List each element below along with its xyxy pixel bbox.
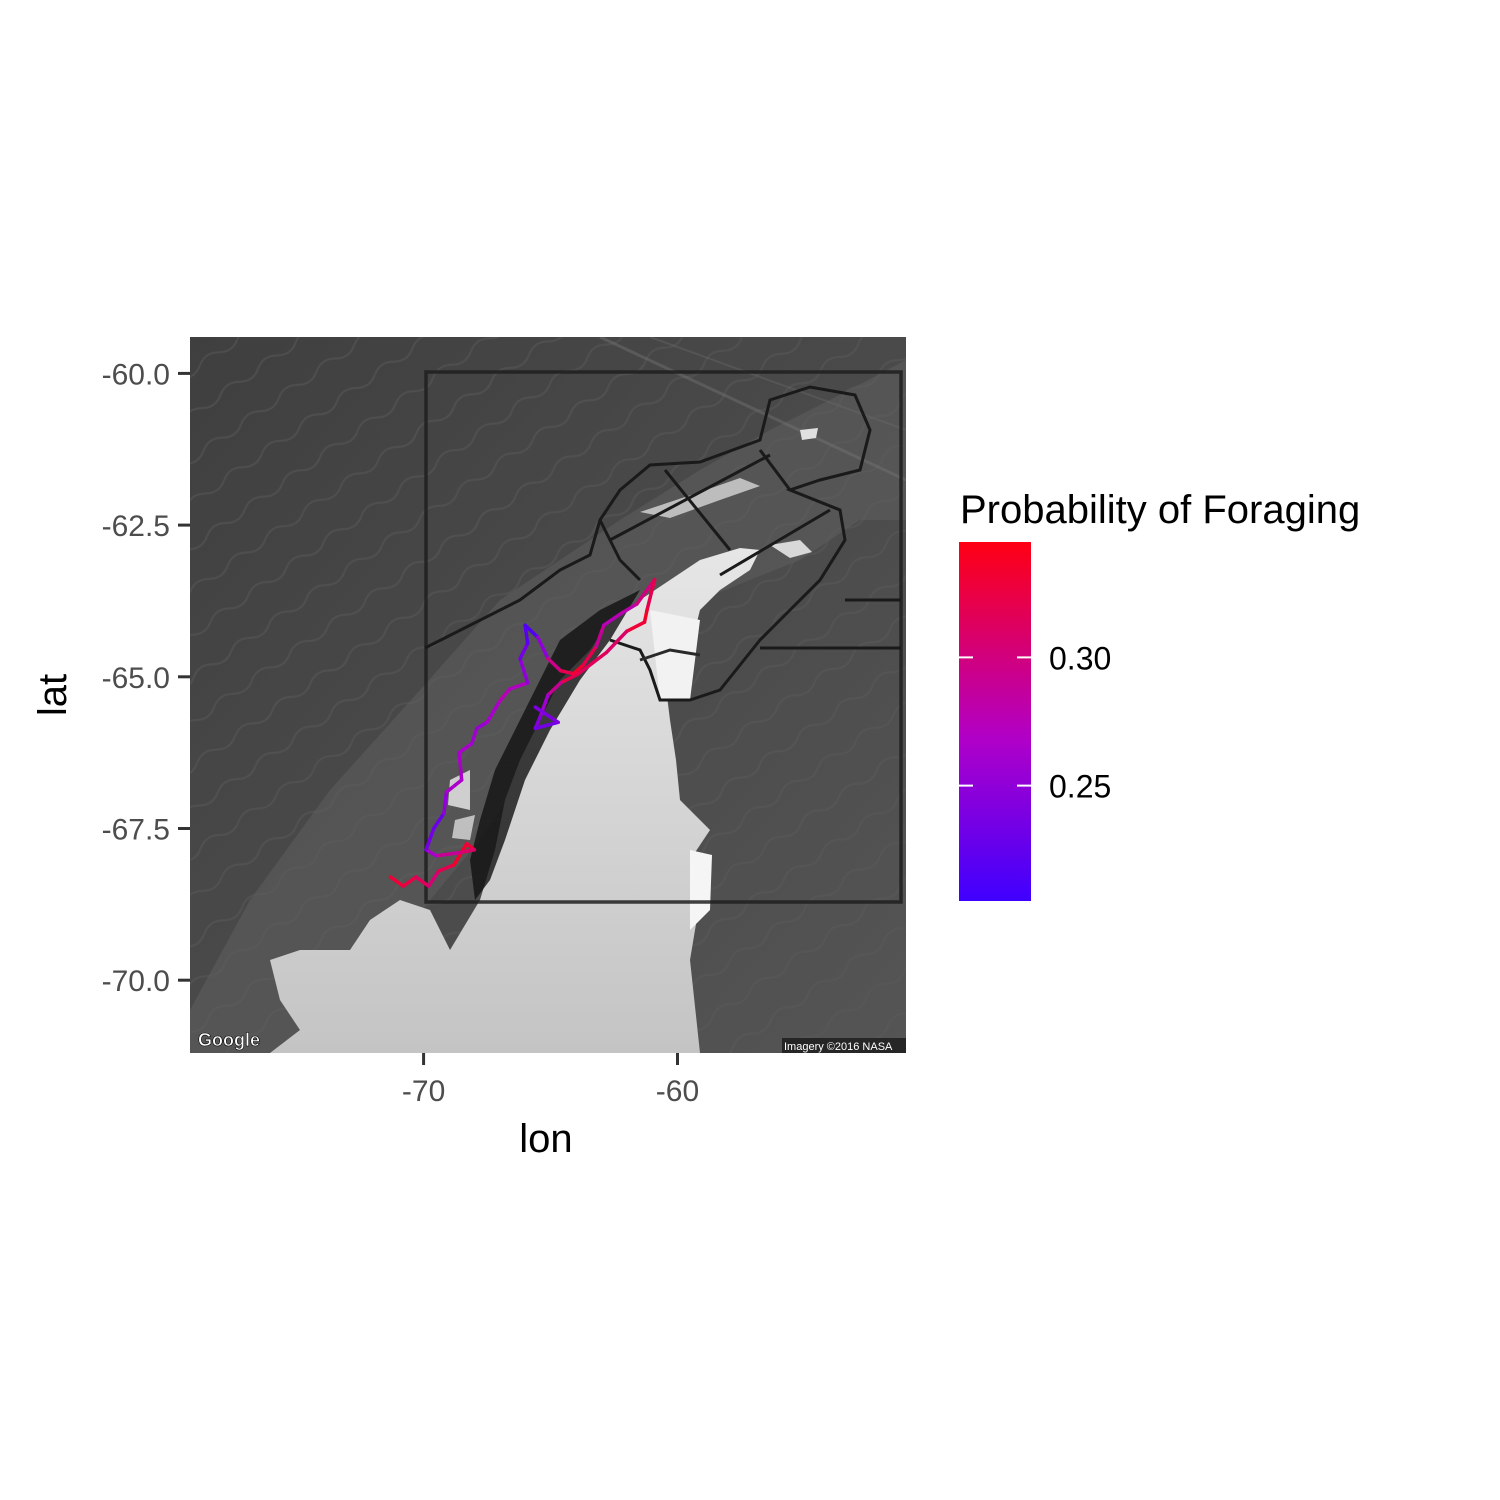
y-tick-label: -60.0 <box>102 358 170 391</box>
track-segment <box>546 656 563 673</box>
track-segment <box>624 620 647 634</box>
track-segment <box>536 635 550 661</box>
island <box>800 428 818 440</box>
track-segment <box>498 687 512 703</box>
track-segment <box>470 726 479 746</box>
larsen-ice-shelf <box>650 610 700 700</box>
island <box>770 540 812 558</box>
track-segment <box>635 577 657 606</box>
track-segment <box>426 869 441 888</box>
x-axis: -70 -60 <box>402 1053 699 1108</box>
track-segment <box>576 650 609 676</box>
track-segment <box>518 656 530 685</box>
legend-breaks: 0.25 0.30 <box>959 640 1111 805</box>
track-segment <box>388 875 406 888</box>
foraging-track <box>388 577 657 888</box>
study-area-box <box>424 370 903 904</box>
track-segment <box>434 851 461 858</box>
island <box>452 815 475 840</box>
island <box>448 770 470 810</box>
y-axis: -60.0 -62.5 -65.0 -67.5 -70.0 <box>102 358 190 998</box>
track-segment <box>594 623 606 649</box>
google-logo: Google <box>198 1030 260 1050</box>
y-tick-label: -62.5 <box>102 510 170 543</box>
track-segment <box>442 790 449 816</box>
management-subarea-boundary <box>663 469 732 551</box>
imagery-credit-background <box>782 1038 906 1053</box>
track-segment <box>508 681 530 691</box>
track-segment <box>604 629 629 655</box>
track-segment <box>444 778 464 794</box>
track-segment <box>437 863 456 873</box>
track-segment <box>518 641 530 661</box>
track-segment <box>558 668 576 676</box>
track-segment <box>619 602 639 615</box>
track-segment <box>558 672 581 685</box>
x-tick-label: -70 <box>402 1075 445 1108</box>
track-segment <box>523 623 530 646</box>
legend-colorbar <box>959 542 1031 901</box>
track-segment <box>642 608 649 624</box>
track-segment <box>571 662 586 676</box>
management-subarea-boundary <box>719 508 831 577</box>
management-subarea-boundary <box>598 519 642 582</box>
track-segment <box>485 699 502 725</box>
legend: Probability of Foraging 0.25 0.30 <box>959 488 1360 901</box>
track-segment <box>602 611 624 627</box>
y-axis-title: lat <box>31 674 75 716</box>
track-segment <box>424 847 439 858</box>
legend-break-label: 0.25 <box>1049 769 1111 805</box>
track-segment <box>645 577 657 612</box>
x-axis-title: lon <box>519 1117 572 1161</box>
legend-title: Probability of Foraging <box>960 488 1360 532</box>
ice-shelf <box>690 850 712 930</box>
ridge-line <box>599 337 906 482</box>
track-segment <box>475 720 489 731</box>
track-segment <box>457 741 474 755</box>
management-subarea-boundary <box>424 385 872 702</box>
track-segment <box>424 826 436 852</box>
track-segment <box>546 681 563 697</box>
management-subarea-boundary <box>609 453 771 542</box>
y-tick-label: -70.0 <box>102 965 170 998</box>
coastal-band <box>470 590 640 900</box>
legend-break-label: 0.30 <box>1049 640 1111 676</box>
track-segment <box>401 875 418 888</box>
track-segment <box>457 750 464 782</box>
management-subarea-boundary <box>760 598 901 650</box>
track-segment <box>457 847 477 855</box>
track-segment <box>431 811 446 831</box>
x-tick-label: -60 <box>656 1075 699 1108</box>
track-segment <box>533 720 560 731</box>
track-segment <box>523 623 540 640</box>
track-segment <box>581 644 598 667</box>
imagery-credit: Imagery ©2016 NASA <box>784 1041 893 1053</box>
management-subarea-boundary <box>758 449 792 491</box>
management-subarea-boundary <box>639 648 701 662</box>
track-segment <box>533 705 560 725</box>
antarctic-peninsula <box>270 548 906 1053</box>
track-segment <box>414 875 431 888</box>
y-tick-label: -65.0 <box>102 662 170 695</box>
map-panel <box>190 337 906 1053</box>
y-tick-label: -67.5 <box>102 813 170 846</box>
